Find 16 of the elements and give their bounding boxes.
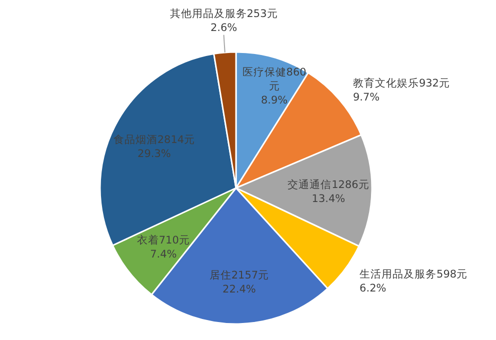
data-label: 6.2%: [360, 282, 386, 294]
data-label: 22.4%: [222, 283, 256, 296]
slice-label: 教育文化娱乐932元: [352, 76, 450, 90]
slice-label: 其他用品及服务253元: [170, 6, 278, 20]
data-label: 7.4%: [150, 248, 177, 260]
data-label: 13.4%: [312, 192, 346, 205]
slice-label: 医疗保健860元: [242, 65, 306, 92]
data-label: 8.9%: [260, 94, 288, 106]
data-label: 29.3%: [138, 148, 171, 160]
slice-label: 食品烟酒2814元: [113, 132, 196, 146]
data-label: 2.6%: [210, 22, 238, 34]
slice-label: 交通通信1286元: [288, 178, 370, 191]
slice-label: 居住2157元: [209, 269, 270, 282]
slice-label: 衣着710元: [136, 233, 190, 246]
slice-label: 生活用品及服务598元: [360, 267, 468, 280]
data-label: 9.7%: [352, 91, 380, 104]
